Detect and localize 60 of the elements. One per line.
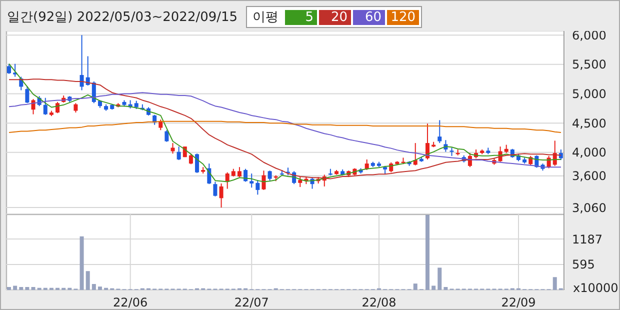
y-tick-label: 5,000 [572,87,606,102]
bar [19,286,24,290]
bar [444,286,448,290]
bar [31,286,36,290]
candlestick [262,170,266,190]
candlestick [31,98,36,115]
x-tick-label: 22/09 [501,296,536,310]
bar [86,271,90,290]
candlestick [426,123,430,160]
bar [438,268,442,290]
legend-title: 이평 [252,9,279,26]
line-series [8,92,562,168]
candlestick [268,170,272,182]
bar [92,284,96,290]
text: 5 [284,10,317,24]
text: 120 [386,10,419,24]
candlestick [195,153,200,174]
bar [432,286,436,290]
candlestick [74,102,78,114]
y-tick-label: 4,500 [572,116,606,130]
candlestick [298,176,302,188]
candlestick [225,172,230,190]
candlestick [25,86,30,104]
candlestick [256,179,260,196]
candlestick [7,63,11,74]
y-tick-label: 595 [572,258,595,272]
y-tick-label: 3,060 [572,200,606,215]
candlestick [158,119,163,131]
candlestick [43,97,48,116]
chart-title: 일간(92일) 2022/05/03~2022/09/15 [7,9,238,26]
candlestick [364,158,369,171]
y-axis-title: x10000 [573,281,618,295]
bar [552,277,557,290]
bar [426,214,430,290]
x-tick-label: 22/08 [362,296,396,310]
candlestick [219,183,224,208]
text: 20 [318,10,351,24]
candlestick [558,148,563,161]
candlestick [237,166,242,178]
bar [13,286,18,290]
text: 60 [352,10,385,24]
bar [25,286,30,290]
y-tick-label: 5,500 [572,58,606,72]
y-tick-label: 3,600 [572,169,606,184]
bar [413,284,418,290]
candlestick [170,142,175,154]
candlestick [13,63,18,78]
x-tick-label: 22/07 [234,296,269,310]
candlestick [164,130,169,142]
x-tick-label: 22/06 [113,296,148,310]
y-tick-label: 1187 [572,232,603,246]
bar [7,286,11,290]
candlestick [176,146,181,161]
candlestick [250,173,254,188]
y-tick-label: 4,000 [572,146,606,160]
candlestick [438,120,442,144]
candlestick [213,181,218,197]
bar [98,286,102,290]
candlestick [188,153,193,165]
bar [80,236,84,290]
